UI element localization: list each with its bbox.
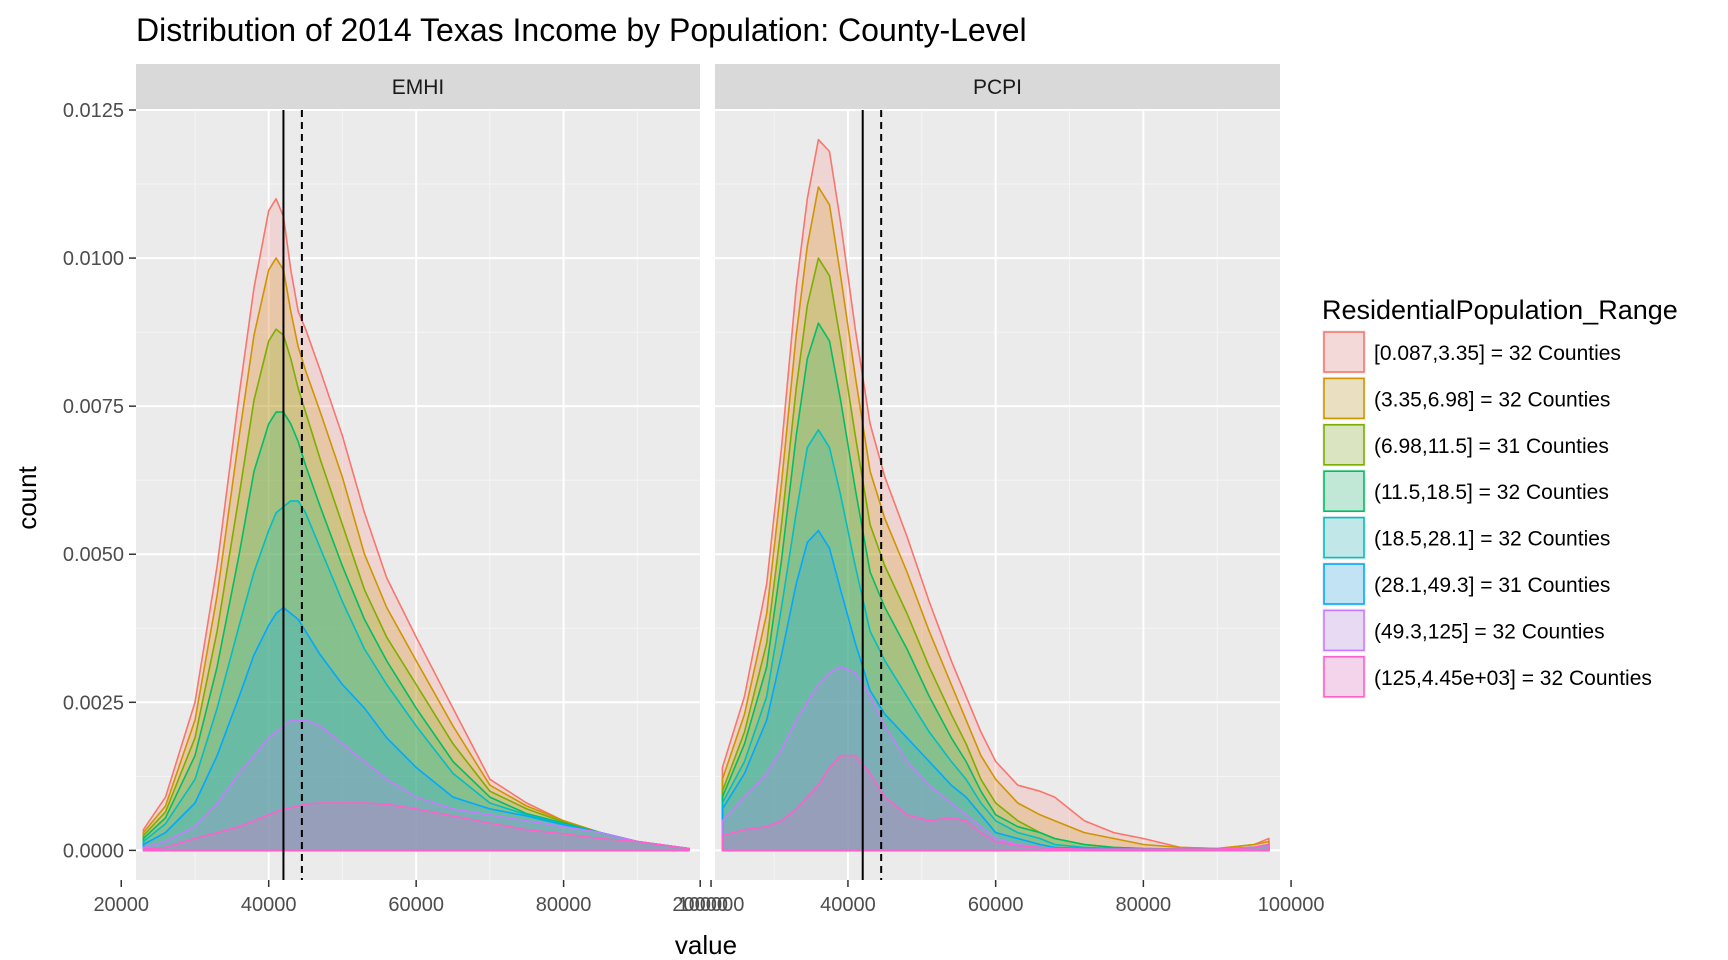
x-tick-label: 100000 [1258,894,1325,916]
facet-strip-label: EMHI [392,76,445,99]
legend-item: [0.087,3.35] = 32 Counties [1322,330,1621,374]
legend-label: (11.5,18.5] = 32 Counties [1374,481,1609,504]
density-area-series-8 [142,802,690,852]
density-area-series-7 [142,719,690,852]
facet-panels: EMHI 20000 40000 60000 80000 100000 0.0000 0.00… [63,64,1324,916]
legend-key-background [1322,376,1366,421]
density-areas [142,198,690,852]
legend-key-background [1322,330,1366,374]
y-tick-label: 0.0050 [63,544,124,566]
legend-key [1323,516,1365,559]
x-tick-label: 100000 [678,894,745,916]
legend-item: (11.5,18.5] = 32 Counties [1322,469,1609,514]
facet-strip-label: PCPI [973,76,1022,99]
legend-label: (18.5,28.1] = 32 Counties [1374,528,1610,551]
legend-key [1323,423,1365,466]
legend-items: [0.087,3.35] = 32 Counties (3.35,6.98] = … [1322,330,1652,699]
legend-key [1323,609,1365,652]
legend-key [1323,470,1365,513]
y-tick-label: 0.0000 [63,840,124,862]
x-tick-label: 80000 [1116,894,1172,916]
legend-key [1323,563,1365,605]
legend-key-background [1322,515,1366,560]
legend-key-background [1322,654,1366,699]
facet-panel-emhi: EMHI 20000 40000 60000 80000 100000 0.0000 0.00… [63,64,745,916]
y-tick-label: 0.0100 [63,248,124,270]
y-tick-label: 0.0125 [63,100,124,122]
legend-item: (3.35,6.98] = 32 Counties [1322,376,1610,421]
x-tick-label: 60000 [968,894,1024,916]
legend-item: (49.3,125] = 32 Counties [1322,608,1605,653]
y-axis-title: count [12,465,42,529]
legend-key-background [1322,608,1366,653]
legend-key-background [1322,422,1366,467]
legend-item: (18.5,28.1] = 32 Counties [1322,515,1610,560]
facet-strip [136,64,700,110]
x-tick-label: 40000 [820,894,876,916]
legend: ResidentialPopulation_Range [0.087,3.35]… [1322,295,1678,699]
x-tick-label: 40000 [241,894,297,916]
panel-background [136,110,700,880]
legend-key [1323,655,1365,698]
x-tick-label: 20000 [672,894,728,916]
density-area-series-2 [721,186,1270,852]
facet-strip [715,64,1280,110]
legend-label: (6.98,11.5] = 31 Counties [1374,435,1609,458]
legend-label: (125,4.45e+03] = 32 Counties [1374,667,1652,690]
chart-title: Distribution of 2014 Texas Income by Pop… [136,12,1027,48]
x-tick-label: 60000 [388,894,444,916]
legend-key-background [1322,562,1366,606]
y-tick-label: 0.0025 [63,692,124,714]
y-tick-label: 0.0075 [63,396,124,418]
density-area-series-8 [721,754,1270,852]
legend-item: (6.98,11.5] = 31 Counties [1322,422,1609,467]
legend-label: (3.35,6.98] = 32 Counties [1374,388,1610,411]
legend-key [1323,331,1365,373]
legend-key [1323,377,1365,420]
density-areas [721,138,1270,852]
legend-title: ResidentialPopulation_Range [1322,295,1678,325]
legend-label: [0.087,3.35] = 32 Counties [1374,342,1621,365]
x-tick-label: 20000 [93,894,149,916]
legend-item: (28.1,49.3] = 31 Counties [1322,562,1610,606]
x-tick-label: 80000 [536,894,592,916]
x-axis-title: value [675,930,737,960]
legend-item: (125,4.45e+03] = 32 Counties [1322,654,1652,699]
facet-panel-pcpi: PCPI 20000 40000 60000 80000 100000 [672,64,1324,916]
legend-label: (49.3,125] = 32 Counties [1374,620,1605,643]
legend-key-background [1322,469,1366,514]
legend-label: (28.1,49.3] = 31 Counties [1374,574,1610,597]
